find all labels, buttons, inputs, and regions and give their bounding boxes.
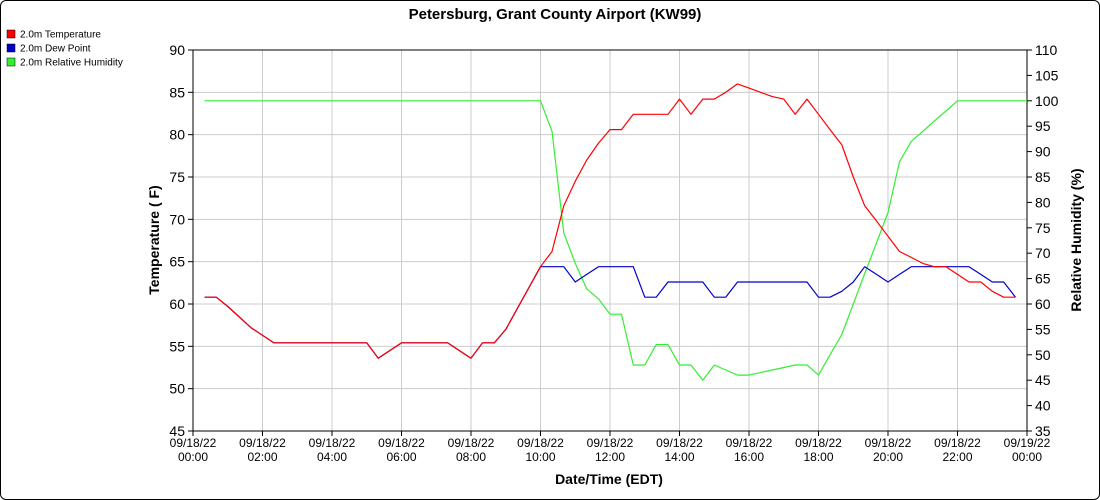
y-tick-label: 60 xyxy=(169,296,185,312)
y2-tick-label: 80 xyxy=(1035,194,1051,210)
x-tick-time-label: 00:00 xyxy=(178,450,208,464)
y2-tick-label: 95 xyxy=(1035,118,1051,134)
x-tick-date-label: 09/18/22 xyxy=(656,436,703,450)
x-tick-date-label: 09/18/22 xyxy=(448,436,495,450)
x-tick-date-label: 09/19/22 xyxy=(1004,436,1051,450)
grid-lines xyxy=(192,49,1028,432)
x-tick-date-label: 09/18/22 xyxy=(309,436,356,450)
legend-label-temperature: 2.0m Temperature xyxy=(20,30,101,41)
x-tick-time-label: 00:00 xyxy=(1012,450,1042,464)
left-y-tick-labels: 45 50 55 60 65 70 75 80 85 90 xyxy=(169,42,193,439)
x-tick-time-label: 06:00 xyxy=(386,450,416,464)
y-tick-label: 75 xyxy=(169,169,185,185)
relative-humidity-line xyxy=(204,100,1027,381)
y-tick-label: 80 xyxy=(169,127,185,143)
y2-tick-label: 40 xyxy=(1035,398,1051,414)
x-tick-date-label: 09/18/22 xyxy=(934,436,981,450)
data-series xyxy=(204,83,1027,381)
x-tick-time-label: 22:00 xyxy=(942,450,972,464)
y2-tick-label: 70 xyxy=(1035,245,1051,261)
legend-swatch-relative-humidity xyxy=(6,57,16,67)
x-tick-labels: 09/18/2200:0009/18/2202:0009/18/2204:000… xyxy=(170,431,1051,464)
y-tick-label: 45 xyxy=(169,423,185,439)
y-tick-label: 55 xyxy=(169,338,185,354)
y2-axis-title: Relative Humidity (%) xyxy=(1068,168,1084,311)
x-tick-time-label: 10:00 xyxy=(525,450,555,464)
y2-tick-label: 50 xyxy=(1035,347,1051,363)
x-tick-time-label: 16:00 xyxy=(734,450,764,464)
x-tick-time-label: 04:00 xyxy=(317,450,347,464)
x-tick-time-label: 18:00 xyxy=(803,450,833,464)
x-tick-date-label: 09/18/22 xyxy=(587,436,634,450)
y2-tick-label: 75 xyxy=(1035,220,1051,236)
chart-title: Petersburg, Grant County Airport (KW99) xyxy=(409,6,702,23)
x-tick-time-label: 14:00 xyxy=(664,450,694,464)
y2-tick-label: 35 xyxy=(1035,423,1051,439)
legend-swatch-dew-point xyxy=(6,43,16,53)
y-tick-label: 90 xyxy=(169,42,185,58)
x-tick-date-label: 09/18/22 xyxy=(378,436,425,450)
y-axis-title: Temperature ( F) xyxy=(146,185,162,294)
x-axis-title: Date/Time (EDT) xyxy=(555,471,663,487)
x-tick-date-label: 09/18/22 xyxy=(239,436,286,450)
x-tick-date-label: 09/18/22 xyxy=(170,436,217,450)
x-tick-time-label: 08:00 xyxy=(456,450,486,464)
y2-tick-label: 60 xyxy=(1035,296,1051,312)
legend-swatch-temperature xyxy=(6,29,16,39)
x-tick-date-label: 09/18/22 xyxy=(795,436,842,450)
y-tick-label: 65 xyxy=(169,254,185,270)
right-y-tick-labels: 35 40 45 50 55 60 65 70 75 80 85 90 95 100 105 110 xyxy=(1027,42,1059,439)
x-tick-time-label: 12:00 xyxy=(595,450,625,464)
y-tick-label: 85 xyxy=(169,84,185,100)
legend: 2.0m Temperature 2.0m Dew Point 2.0m Rel… xyxy=(6,29,123,69)
legend-label-dew-point: 2.0m Dew Point xyxy=(20,44,91,55)
y2-tick-label: 100 xyxy=(1035,93,1059,109)
x-tick-date-label: 09/18/22 xyxy=(865,436,912,450)
y2-tick-label: 105 xyxy=(1035,67,1059,83)
y2-tick-label: 110 xyxy=(1035,42,1058,58)
x-tick-date-label: 09/18/22 xyxy=(517,436,564,450)
x-tick-date-label: 09/18/22 xyxy=(726,436,773,450)
x-tick-time-label: 02:00 xyxy=(247,450,277,464)
temperature-line xyxy=(204,83,1016,359)
y2-tick-label: 65 xyxy=(1035,271,1051,287)
y2-tick-label: 85 xyxy=(1035,169,1051,185)
x-tick-time-label: 20:00 xyxy=(873,450,903,464)
y-tick-label: 70 xyxy=(169,211,185,227)
y2-tick-label: 55 xyxy=(1035,321,1051,337)
y2-tick-label: 45 xyxy=(1035,372,1051,388)
legend-label-relative-humidity: 2.0m Relative Humidity xyxy=(20,58,123,69)
y-tick-label: 50 xyxy=(169,381,185,397)
y2-tick-label: 90 xyxy=(1035,144,1051,160)
